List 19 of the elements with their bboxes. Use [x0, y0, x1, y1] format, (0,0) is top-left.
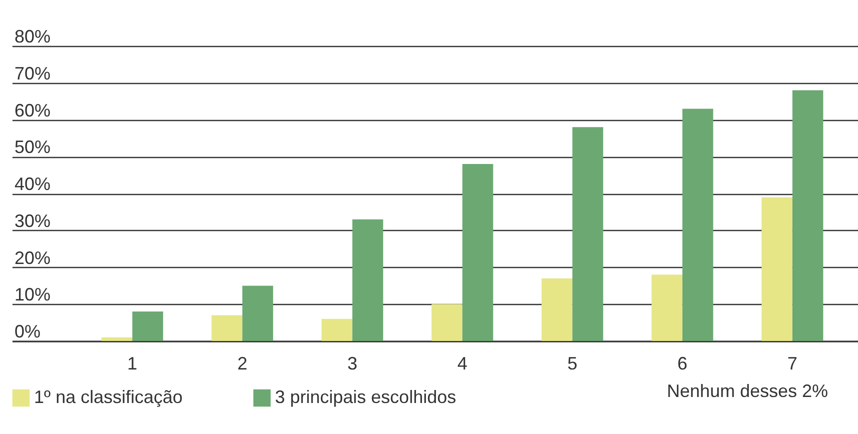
y-tick-label: 10%	[14, 284, 51, 305]
x-tick-label: 5	[567, 354, 578, 374]
x-tick-label: 2	[237, 354, 248, 374]
x-tick-label: 7	[787, 354, 798, 374]
text: Nenhum desses 2%	[666, 381, 828, 401]
legend-label: 1º na classificação	[34, 387, 183, 407]
y-tick-label: 80%	[14, 26, 51, 46]
x-tick-label: 4	[457, 354, 468, 374]
y-tick-label: 70%	[14, 63, 51, 84]
y-tick-label: 30%	[14, 210, 51, 231]
y-tick-label: 40%	[14, 174, 51, 194]
x-tick-label: 3	[347, 354, 358, 374]
y-tick-label: 50%	[14, 137, 51, 158]
x-tick-label: 1	[127, 354, 138, 374]
y-tick-label: 0%	[14, 322, 41, 342]
y-tick-label: 20%	[14, 248, 51, 268]
y-tick-label: 60%	[14, 100, 51, 120]
x-tick-label: 6	[677, 354, 688, 374]
legend-label: 3 principais escolhidos	[275, 387, 456, 407]
